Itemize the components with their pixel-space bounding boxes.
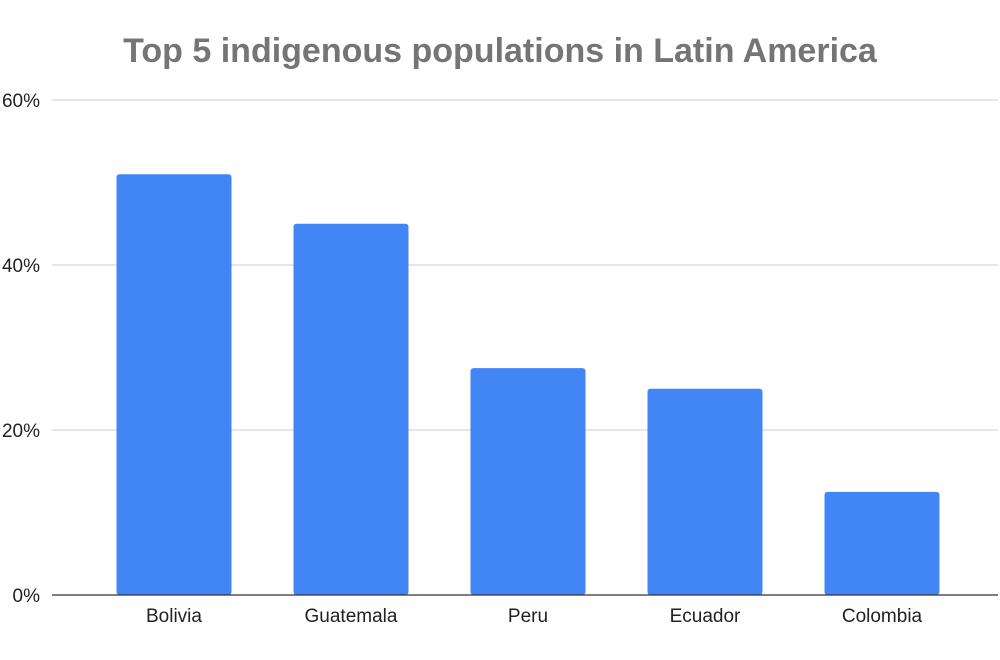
y-tick-label: 20%: [2, 421, 40, 442]
x-tick-label: Colombia: [842, 606, 923, 627]
chart-title: Top 5 indigenous populations in Latin Am…: [123, 32, 878, 70]
x-tick-label: Peru: [508, 606, 548, 627]
y-tick-label: 0%: [13, 586, 41, 607]
bar-bolivia: [116, 174, 232, 595]
bar-colombia: [824, 491, 940, 595]
x-tick-label: Bolivia: [146, 606, 202, 627]
bar-peru: [470, 368, 586, 595]
y-axis-tick-labels: 0% 20% 40% 60%: [2, 91, 40, 607]
x-tick-label: Ecuador: [670, 606, 741, 627]
bars: [116, 174, 940, 595]
bar-guatemala: [293, 223, 409, 595]
x-axis-tick-labels: Bolivia Guatemala Peru Ecuador Colombia: [146, 606, 923, 627]
y-tick-label: 40%: [2, 256, 40, 277]
x-tick-label: Guatemala: [305, 606, 398, 627]
y-tick-label: 60%: [2, 91, 40, 112]
bar-ecuador: [647, 388, 763, 595]
